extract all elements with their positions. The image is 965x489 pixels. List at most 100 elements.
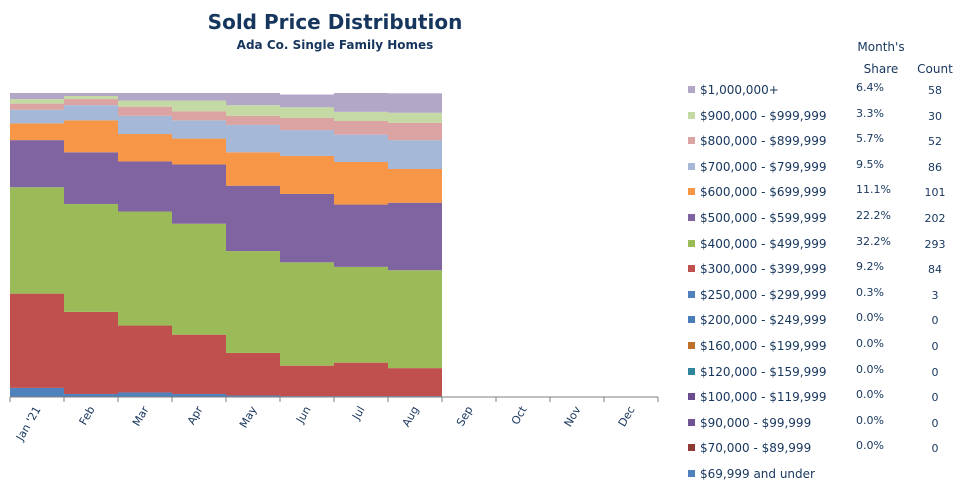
area-segment — [64, 203, 118, 312]
area-segment — [118, 392, 172, 397]
area-segment — [10, 109, 64, 124]
legend-item: $120,000 - $159,999 — [688, 365, 826, 381]
legend-label: $400,000 - $499,999 — [700, 236, 827, 251]
area-segment — [226, 152, 280, 186]
area-segment — [10, 93, 64, 100]
area-segment — [280, 107, 334, 118]
count-value: 0 — [931, 365, 939, 379]
area-segment — [280, 155, 334, 194]
legend-label: $600,000 - $699,999 — [700, 185, 827, 200]
x-tick-label: Jan '21 — [13, 404, 44, 444]
area-segment — [334, 204, 388, 267]
x-tick-label: Aug — [400, 404, 422, 429]
legend-swatch — [688, 418, 695, 426]
area-segment — [172, 138, 226, 165]
area-segment — [226, 251, 280, 353]
legend-label: $100,000 - $119,999 — [700, 390, 827, 405]
x-tick-label: Nov — [562, 404, 584, 430]
area-segment — [118, 325, 172, 393]
legend-label: $160,000 - $199,999 — [700, 339, 827, 353]
legend-item: $1,000,000+ — [688, 83, 779, 99]
header-share: Share — [863, 62, 899, 76]
area-segment — [280, 94, 334, 108]
area-segment — [226, 352, 280, 396]
share-value: 9.2% — [856, 260, 884, 274]
area-segment — [388, 140, 442, 169]
area-segment — [226, 93, 280, 106]
legend-item: $500,000 - $599,999 — [688, 211, 826, 227]
area-segment — [118, 134, 172, 162]
area-segment — [64, 152, 118, 204]
area-segment — [280, 130, 334, 156]
area-segment — [118, 100, 172, 107]
legend-label: $500,000 - $599,999 — [700, 211, 827, 225]
area-segment — [388, 122, 442, 141]
area-segment — [334, 162, 388, 205]
area-segment — [118, 115, 172, 135]
area-segment — [10, 123, 64, 141]
count-value: 0 — [931, 442, 939, 456]
area-segment — [64, 393, 118, 397]
area-segment — [334, 266, 388, 363]
legend-swatch — [688, 367, 695, 375]
x-tick-label: Oct — [509, 403, 530, 427]
share-value: 22.2% — [856, 209, 891, 222]
count-value: 58 — [928, 84, 942, 97]
legend-item: $70,000 - $89,999 — [688, 441, 811, 457]
legend-swatch — [688, 86, 695, 93]
legend-item: $800,000 - $899,999 — [688, 134, 826, 150]
area-segment — [280, 262, 334, 366]
chart-subtitle: Ada Co. Single Family Homes — [236, 38, 434, 52]
count-value: 3 — [931, 288, 939, 302]
legend-item: $400,000 - $499,999 — [688, 237, 826, 253]
legend-label: $1,000,000+ — [700, 83, 779, 97]
legend-swatch — [688, 342, 695, 349]
share-value: 32.2% — [856, 234, 891, 248]
area-segment — [226, 185, 280, 252]
legend-label: $700,000 - $799,999 — [700, 159, 827, 174]
area-segment — [280, 365, 334, 397]
legend-swatch — [688, 444, 695, 452]
x-tick-label: Mar — [130, 404, 152, 429]
area-segment — [172, 100, 226, 112]
area-segment — [172, 93, 226, 101]
area-segment — [64, 105, 118, 121]
area-segment — [10, 140, 64, 188]
area-segment — [10, 187, 64, 294]
area-segment — [388, 93, 442, 113]
legend-swatch — [688, 137, 695, 145]
count-value: 86 — [928, 160, 942, 174]
area-segment — [334, 111, 388, 121]
count-value: 30 — [928, 109, 942, 123]
legend-item: $300,000 - $399,999 — [688, 262, 826, 278]
count-value: 84 — [928, 263, 942, 277]
area-segment — [388, 202, 442, 271]
area-segment — [172, 334, 226, 394]
area-segment — [10, 387, 64, 397]
stacked-area-chart: Jan '21 Feb Mar Apr May Jun Jul Aug Sep Oct Nov Dec — [9, 93, 659, 444]
area-segment — [226, 105, 280, 116]
area-segment — [118, 93, 172, 101]
count-value: 0 — [931, 314, 939, 328]
x-tick-label: Dec — [616, 404, 638, 429]
legend-swatch — [688, 316, 695, 324]
count-value: 202 — [924, 212, 946, 225]
area-segment — [118, 211, 172, 326]
area-segment — [280, 193, 334, 263]
area-segment — [388, 112, 442, 123]
share-value: 0.0% — [856, 413, 884, 427]
legend-swatch — [688, 188, 695, 196]
count-value: 101 — [924, 186, 946, 200]
area-segment — [334, 134, 388, 163]
area-segment — [388, 270, 442, 369]
area-segment — [64, 120, 118, 153]
share-value: 6.4% — [856, 81, 884, 94]
area-segment — [226, 395, 280, 397]
legend-item: $600,000 - $699,999 — [688, 185, 826, 201]
legend-swatch — [688, 214, 695, 221]
legend-swatch — [688, 111, 695, 119]
count-value: 293 — [924, 237, 946, 251]
area-segment — [10, 99, 64, 104]
area-segment — [172, 393, 226, 397]
share-value: 0.0% — [856, 337, 884, 350]
